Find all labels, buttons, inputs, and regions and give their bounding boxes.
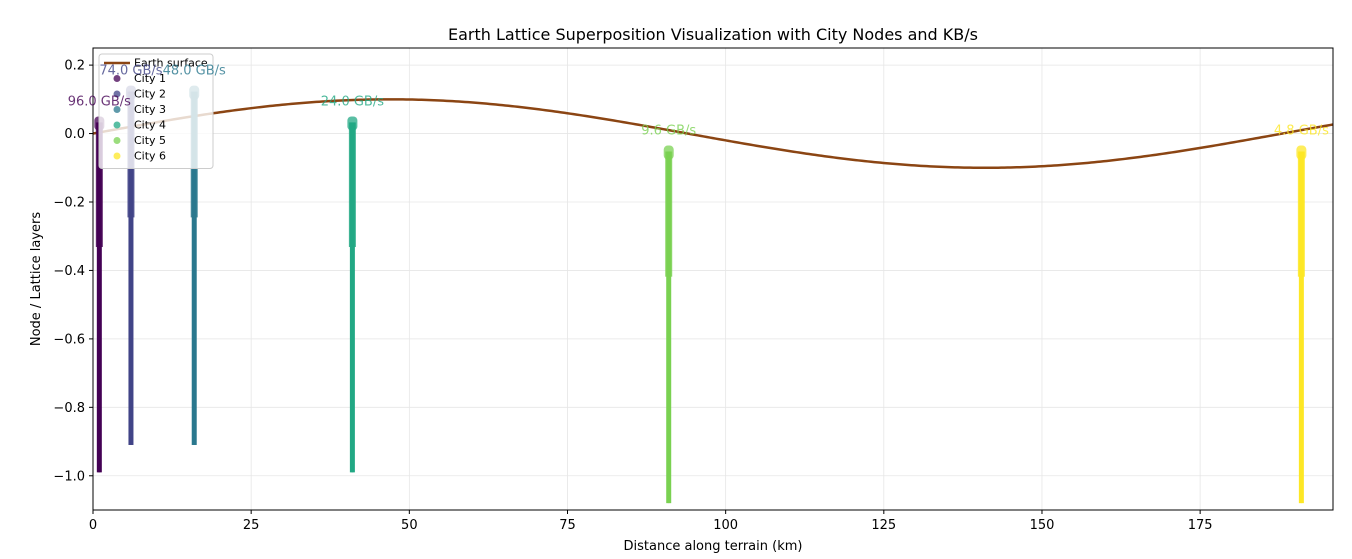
x-tick-label: 50 (401, 518, 418, 533)
legend-label: City 3 (134, 103, 166, 116)
legend-label: City 2 (134, 88, 166, 101)
legend-box (98, 53, 214, 169)
x-tick-label: 100 (713, 518, 738, 533)
legend-surface-label: Earth surface (134, 57, 208, 70)
city-node-stem (96, 122, 102, 473)
x-tick-label: 150 (1030, 518, 1055, 533)
plot-frame (92, 47, 1334, 511)
x-tick-label: 0 (89, 518, 97, 533)
city-node-stem (128, 91, 134, 445)
plot-area: 0 25 50 75 100 125 150 175 0.2 0.0 −0.2 −0.4 −0.6 −0.… (53, 47, 1334, 533)
city-node-column-4 (347, 116, 358, 473)
legend-marker (113, 90, 121, 98)
rate-label: 24.0 GB/s (321, 94, 384, 109)
chart-title: Earth Lattice Superposition Visualizatio… (448, 25, 978, 44)
city-node-stem (666, 151, 672, 504)
y-tick-label: −0.2 (53, 196, 85, 211)
legend-marker (113, 121, 121, 129)
y-tick-label: −0.8 (53, 401, 85, 416)
y-tick-label: 0.2 (64, 59, 85, 74)
legend-marker (113, 75, 121, 82)
legend-label: City 4 (134, 119, 166, 132)
legend-label: City 1 (134, 72, 166, 85)
legend-marker (113, 152, 121, 160)
y-axis-label: Node / Lattice layers (29, 212, 44, 346)
y-tick-label: −1.0 (53, 469, 85, 484)
x-tick-label: 75 (559, 518, 576, 533)
y-tick-label: −0.4 (53, 264, 85, 279)
legend-marker (113, 106, 121, 113)
legend-label: City 6 (134, 150, 166, 163)
y-tick-label: 0.0 (64, 127, 85, 142)
city-node-column-5 (663, 145, 674, 504)
rate-label: 96.0 GB/s (68, 94, 131, 109)
legend-marker (113, 137, 121, 144)
legend-label: City 5 (134, 134, 166, 147)
city-node-tip (192, 436, 197, 445)
city-node-tip (350, 464, 355, 473)
city-node-tip (1299, 495, 1304, 504)
y-tick-label: −0.6 (53, 332, 85, 347)
city-node-stem (349, 122, 355, 473)
city-node-tip (129, 436, 133, 445)
legend: Earth surface City 1 City 2 City 3 City 4 Cit… (98, 53, 214, 169)
rate-label: 74.0 GB/s (99, 64, 162, 79)
rate-label: 9.6 GB/s (641, 124, 696, 139)
x-tick-label: 25 (243, 518, 260, 533)
city-node-stem (191, 91, 197, 445)
x-tick-label: 125 (871, 518, 896, 533)
city-node-tip (97, 464, 102, 473)
earth-surface-line (93, 98, 1333, 170)
city-node-column-6 (1296, 145, 1307, 504)
rate-label: 48.0 GB/s (163, 64, 226, 79)
x-tick-label: 175 (1188, 518, 1213, 533)
x-axis-label: Distance along terrain (km) (624, 539, 803, 554)
rate-label: 4.8 GB/s (1274, 124, 1329, 139)
city-node-stem (1298, 151, 1304, 504)
city-node-tip (666, 495, 671, 504)
